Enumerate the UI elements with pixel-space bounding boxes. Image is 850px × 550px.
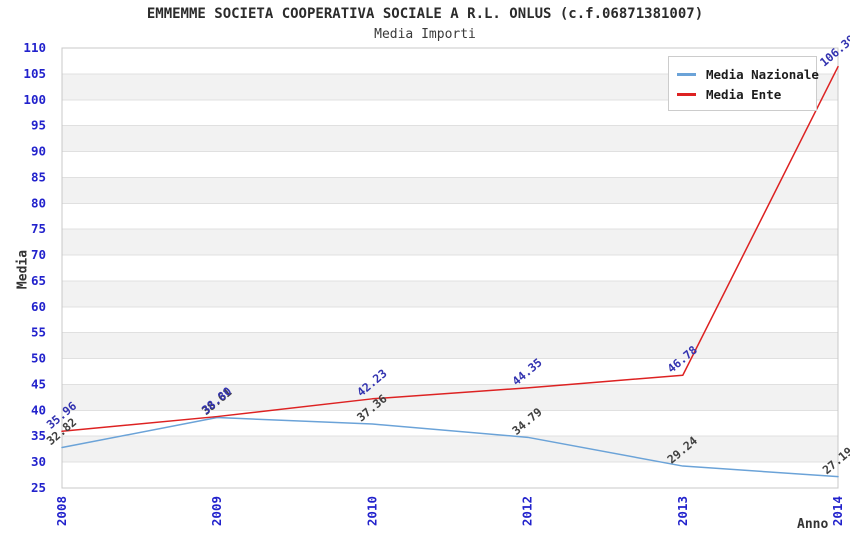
y-tick-label: 100 (23, 92, 46, 107)
x-tick-label: 2013 (675, 496, 690, 526)
y-tick-label: 60 (31, 299, 46, 314)
grid-band (62, 280, 838, 307)
y-tick-label: 85 (31, 169, 46, 184)
series-line-media-ente (61, 65, 839, 433)
y-tick-label: 40 (31, 402, 46, 417)
x-tick-label: 2009 (209, 496, 224, 526)
grid-band (62, 125, 838, 152)
legend-label: Media Nazionale (706, 66, 819, 82)
chart-title: EMMEMME SOCIETA COOPERATIVA SOCIALE A R.… (146, 6, 704, 22)
legend-line-swatch-blue (677, 72, 696, 76)
plot-border (61, 47, 839, 489)
x-tick-label: 2014 (830, 496, 845, 526)
y-tick-label: 45 (31, 376, 46, 391)
series-line-media-nazionale (61, 416, 839, 478)
grid-band (62, 358, 838, 385)
grid-band (62, 177, 838, 204)
x-axis-title: Anno (797, 517, 829, 532)
grid-band (62, 462, 838, 488)
y-tick-label: 55 (31, 325, 46, 340)
x-tick-label: 2012 (520, 496, 535, 526)
x-tick-label: 2008 (54, 496, 69, 526)
grid-band (62, 436, 838, 463)
grid-band (62, 203, 838, 230)
y-tick-label: 95 (31, 118, 46, 133)
y-tick-label: 80 (31, 195, 46, 210)
legend: Media Nazionale Media Ente (668, 56, 819, 111)
grid-band (62, 306, 838, 333)
y-tick-label: 90 (31, 144, 46, 159)
y-axis-title: Media (15, 249, 31, 290)
y-tick-label: 105 (23, 66, 46, 81)
legend-line-swatch-red (677, 92, 696, 96)
y-tick-label: 35 (31, 428, 46, 443)
y-tick-label: 65 (31, 273, 46, 288)
chart-subtitle: Media Importi (374, 27, 476, 42)
y-tick-label: 30 (31, 454, 46, 469)
grid-band (62, 229, 838, 256)
x-tick-label: 2010 (364, 496, 379, 526)
grid-band (62, 332, 838, 359)
grid-band (62, 410, 838, 437)
y-tick-label: 110 (23, 40, 46, 55)
grid-band (62, 255, 838, 281)
grid-band (62, 384, 838, 411)
y-tick-label: 70 (31, 247, 46, 262)
grid-band (62, 151, 838, 178)
legend-item-media-nazionale: Media Nazionale (677, 64, 819, 84)
legend-label: Media Ente (706, 86, 782, 102)
y-tick-label: 75 (31, 221, 46, 236)
y-tick-label: 50 (31, 351, 46, 366)
y-tick-label: 25 (31, 480, 46, 495)
legend-item-media-ente: Media Ente (677, 84, 808, 104)
